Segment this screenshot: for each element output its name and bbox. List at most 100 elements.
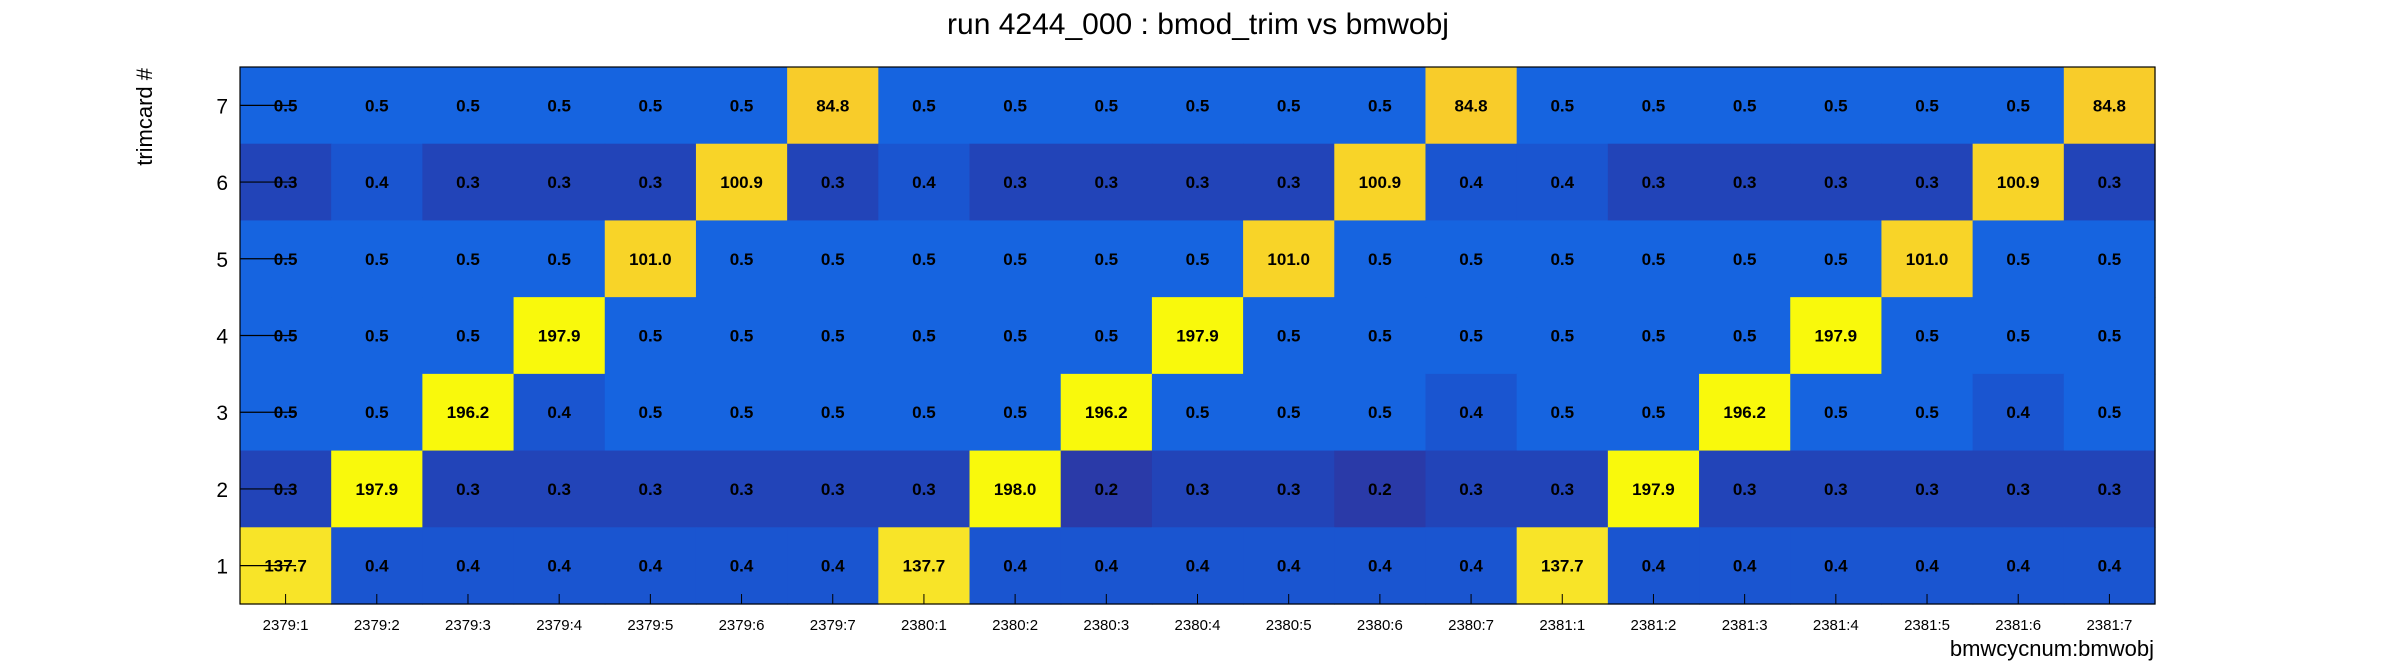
heatmap-cell bbox=[422, 450, 515, 528]
axes bbox=[239, 66, 2156, 605]
cell-value-label: 0.3 bbox=[2098, 173, 2122, 192]
cell-value-label: 0.5 bbox=[365, 327, 389, 346]
x-tick-label: 2381:3 bbox=[1722, 617, 1768, 634]
heatmap-cell bbox=[1151, 450, 1244, 528]
cell-value-label: 0.3 bbox=[1277, 480, 1301, 499]
cell-value-label: 0.3 bbox=[1186, 480, 1210, 499]
cell-value-label: 0.5 bbox=[2006, 96, 2030, 115]
heatmap-cell bbox=[1151, 143, 1244, 222]
heatmap-cell bbox=[1790, 450, 1883, 528]
cell-value-label: 0.3 bbox=[639, 480, 663, 499]
cell-value-label: 0.4 bbox=[1459, 403, 1483, 422]
cell-value-label: 0.4 bbox=[1642, 557, 1666, 576]
cell-value-label: 0.5 bbox=[912, 250, 936, 269]
heatmap-cell bbox=[878, 297, 971, 375]
heatmap-cell bbox=[1243, 143, 1335, 222]
cell-value-label: 0.3 bbox=[1459, 480, 1483, 499]
heatmap-cell bbox=[2063, 143, 2156, 222]
heatmap-cell bbox=[1881, 143, 1974, 222]
cell-value-label: 0.3 bbox=[821, 480, 845, 499]
heatmap-cell bbox=[1334, 143, 1427, 222]
heatmap-cell bbox=[1151, 67, 1244, 145]
heatmap-cell bbox=[1151, 527, 1244, 605]
heatmap-cell bbox=[1607, 373, 1700, 452]
cell-value-label: 0.3 bbox=[1550, 480, 1574, 499]
x-tick-label: 2379:7 bbox=[810, 617, 856, 634]
heatmap-cell bbox=[604, 527, 697, 605]
cell-value-label: 0.4 bbox=[456, 557, 480, 576]
cell-value-label: 0.3 bbox=[456, 173, 480, 192]
cell-value-label: 0.5 bbox=[1733, 327, 1757, 346]
heatmap-cell bbox=[1334, 527, 1427, 605]
x-tick-label: 2381:7 bbox=[2086, 617, 2132, 634]
y-tick-label: 4 bbox=[216, 326, 228, 349]
cell-value-label: 0.4 bbox=[639, 557, 663, 576]
heatmap-cell bbox=[2063, 373, 2156, 452]
heatmap-cell bbox=[1699, 527, 1791, 605]
cell-value-label: 0.5 bbox=[1824, 96, 1848, 115]
heatmap-cell bbox=[1425, 527, 1518, 605]
cell-value-label: 0.5 bbox=[730, 96, 754, 115]
heatmap-cell bbox=[2063, 67, 2156, 145]
cell-value-label: 0.3 bbox=[730, 480, 754, 499]
cell-value-label: 84.8 bbox=[816, 96, 849, 115]
cell-value-label: 0.5 bbox=[821, 403, 845, 422]
heatmap-cell bbox=[1607, 450, 1700, 528]
heatmap-cell bbox=[787, 373, 879, 452]
y-tick-label: 1 bbox=[216, 556, 228, 579]
x-tick-label: 2380:3 bbox=[1083, 617, 1129, 634]
heatmap-cell bbox=[1607, 143, 1700, 222]
cell-value-label: 0.4 bbox=[1459, 173, 1483, 192]
cell-value-label: 197.9 bbox=[1176, 327, 1219, 346]
heatmap-cell bbox=[1881, 220, 1974, 298]
heatmap-cell bbox=[1243, 220, 1335, 298]
cell-value-label: 0.4 bbox=[547, 557, 571, 576]
cell-value-label: 0.3 bbox=[1186, 173, 1210, 192]
heatmap-cell bbox=[878, 450, 971, 528]
heatmap-cell bbox=[787, 67, 879, 145]
heatmap-cell bbox=[2063, 527, 2156, 605]
cell-value-label: 0.3 bbox=[547, 480, 571, 499]
cell-value-label: 0.3 bbox=[1915, 480, 1939, 499]
cell-value-label: 0.5 bbox=[1368, 96, 1392, 115]
heatmap-cell bbox=[1790, 527, 1883, 605]
heatmap-cell bbox=[1607, 527, 1700, 605]
cell-value-label: 0.5 bbox=[1277, 403, 1301, 422]
heatmap-cell bbox=[1516, 450, 1609, 528]
cell-value-label: 0.5 bbox=[730, 250, 754, 269]
heatmap-cell bbox=[969, 67, 1062, 145]
cell-value-label: 0.5 bbox=[456, 250, 480, 269]
x-tick-label: 2380:4 bbox=[1175, 617, 1221, 634]
cell-value-label: 0.5 bbox=[2006, 250, 2030, 269]
heatmap-cell bbox=[1790, 297, 1883, 375]
cell-value-label: 84.8 bbox=[2093, 96, 2126, 115]
heatmap-cell bbox=[787, 450, 879, 528]
cell-value-label: 0.3 bbox=[2006, 480, 2030, 499]
heatmap-cell bbox=[787, 143, 879, 222]
heatmap-cell bbox=[1060, 373, 1153, 452]
cell-value-label: 101.0 bbox=[1267, 250, 1310, 269]
cell-value-label: 0.5 bbox=[1824, 250, 1848, 269]
heatmap-cell bbox=[1060, 527, 1153, 605]
heatmap-cell bbox=[1607, 67, 1700, 145]
cell-value-label: 0.3 bbox=[1915, 173, 1939, 192]
cell-value-label: 0.4 bbox=[1368, 557, 1392, 576]
heatmap-cell bbox=[1881, 527, 1974, 605]
cell-value-label: 0.5 bbox=[1368, 403, 1392, 422]
cell-value-label: 0.5 bbox=[1459, 250, 1483, 269]
y-tick-label: 3 bbox=[216, 402, 228, 425]
cell-value-label: 196.2 bbox=[1723, 403, 1766, 422]
heatmap-cell bbox=[513, 67, 606, 145]
y-tick-label: 2 bbox=[216, 479, 228, 502]
heatmap-cell bbox=[331, 220, 423, 298]
heatmap-cell bbox=[1516, 373, 1609, 452]
heatmap-cell bbox=[1699, 450, 1791, 528]
cell-value-label: 0.5 bbox=[1277, 96, 1301, 115]
heatmap-cell bbox=[513, 220, 606, 298]
heatmap-cell bbox=[1790, 373, 1883, 452]
cell-value-label: 0.4 bbox=[365, 173, 389, 192]
cell-value-label: 0.5 bbox=[912, 403, 936, 422]
heatmap-cell bbox=[1516, 143, 1609, 222]
heatmap-cell bbox=[695, 373, 788, 452]
cell-value-label: 0.5 bbox=[730, 403, 754, 422]
